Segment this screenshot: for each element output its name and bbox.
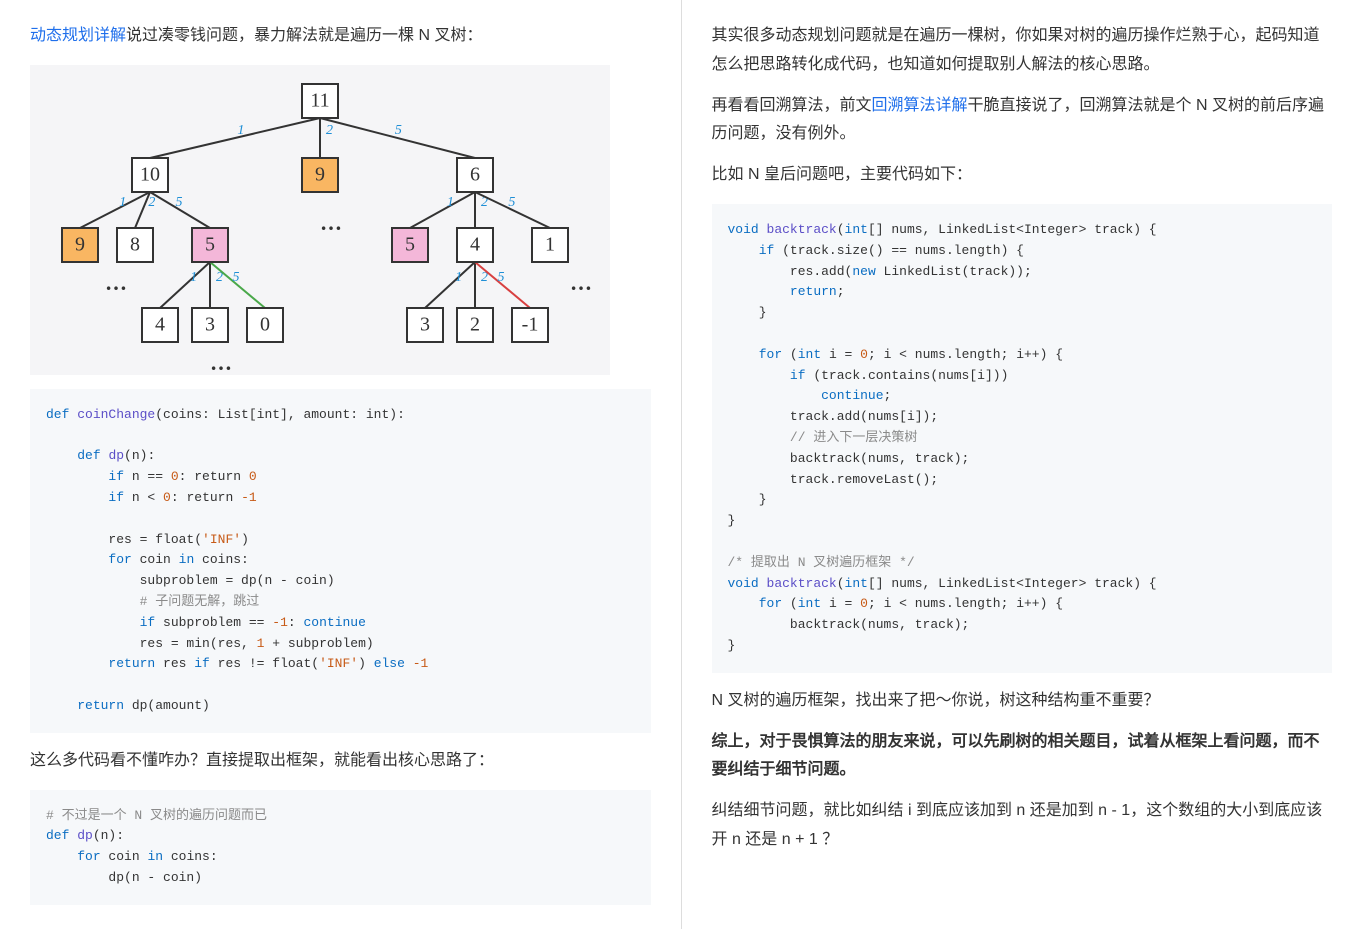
dp-link[interactable]: 动态规划详解 xyxy=(30,27,126,44)
svg-text:3: 3 xyxy=(205,313,215,335)
para-r1: 其实很多动态规划问题就是在遍历一棵树，你如果对树的遍历操作烂熟于心，起码知道怎么… xyxy=(712,22,1333,80)
svg-text:4: 4 xyxy=(155,313,165,335)
svg-text:2: 2 xyxy=(148,195,155,210)
svg-text:5: 5 xyxy=(175,195,182,210)
svg-text:5: 5 xyxy=(498,270,505,285)
svg-text:5: 5 xyxy=(233,270,240,285)
svg-text:10: 10 xyxy=(140,163,160,185)
svg-text:1: 1 xyxy=(190,270,197,285)
para-r3: 比如 N 皇后问题吧，主要代码如下： xyxy=(712,161,1333,190)
svg-text:5: 5 xyxy=(205,233,215,255)
svg-text:-1: -1 xyxy=(522,313,539,335)
para-r4: N 叉树的遍历框架，找出来了把～你说，树这种结构重不重要？ xyxy=(712,687,1333,716)
para-r2: 再看看回溯算法，前文回溯算法详解干脆直接说了，回溯算法就是个 N 叉树的前后序遍… xyxy=(712,92,1333,150)
svg-text:1: 1 xyxy=(545,233,555,255)
svg-text:…: … xyxy=(210,350,232,375)
left-column: 动态规划详解说过凑零钱问题，暴力解法就是遍历一棵 N 叉树： 125125125… xyxy=(0,0,681,929)
para-intro: 动态规划详解说过凑零钱问题，暴力解法就是遍历一棵 N 叉树： xyxy=(30,22,651,51)
svg-text:1: 1 xyxy=(455,270,462,285)
para-r6: 纠结细节问题，就比如纠结 i 到底应该加到 n 还是加到 n - 1，这个数组的… xyxy=(712,797,1333,855)
code-framework: # 不过是一个 N 叉树的遍历问题而已 def dp(n): for coin … xyxy=(30,790,651,905)
svg-text:9: 9 xyxy=(75,233,85,255)
para-r5-bold: 综上，对于畏惧算法的朋友来说，可以先刷树的相关题目，试着从框架上看问题，而不要纠… xyxy=(712,728,1333,786)
svg-text:1: 1 xyxy=(447,195,454,210)
backtrack-link[interactable]: 回溯算法详解 xyxy=(872,97,968,114)
svg-text:3: 3 xyxy=(420,313,430,335)
svg-text:1: 1 xyxy=(119,195,126,210)
svg-text:5: 5 xyxy=(508,195,515,210)
svg-text:6: 6 xyxy=(470,163,480,185)
svg-text:0: 0 xyxy=(260,313,270,335)
svg-text:…: … xyxy=(320,210,342,235)
svg-text:2: 2 xyxy=(470,313,480,335)
code-backtrack: void backtrack(int[] nums, LinkedList<In… xyxy=(712,204,1333,673)
tree-diagram: 12512512512512511109698554143032-1………… xyxy=(30,65,610,375)
svg-text:5: 5 xyxy=(395,123,402,138)
svg-text:1: 1 xyxy=(237,123,244,138)
code-coinchange: def coinChange(coins: List[int], amount:… xyxy=(30,389,651,733)
svg-text:11: 11 xyxy=(310,89,329,111)
svg-text:9: 9 xyxy=(315,163,325,185)
svg-text:4: 4 xyxy=(470,233,480,255)
right-column: 其实很多动态规划问题就是在遍历一棵树，你如果对树的遍历操作烂熟于心，起码知道怎么… xyxy=(682,0,1362,929)
para-intro-rest: 说过凑零钱问题，暴力解法就是遍历一棵 N 叉树： xyxy=(126,27,482,44)
svg-text:2: 2 xyxy=(326,123,333,138)
svg-text:…: … xyxy=(570,270,592,295)
para-extract: 这么多代码看不懂咋办？直接提取出框架，就能看出核心思路了： xyxy=(30,747,651,776)
page: 动态规划详解说过凑零钱问题，暴力解法就是遍历一棵 N 叉树： 125125125… xyxy=(0,0,1362,929)
svg-text:…: … xyxy=(105,270,127,295)
svg-text:5: 5 xyxy=(405,233,415,255)
svg-text:8: 8 xyxy=(130,233,140,255)
